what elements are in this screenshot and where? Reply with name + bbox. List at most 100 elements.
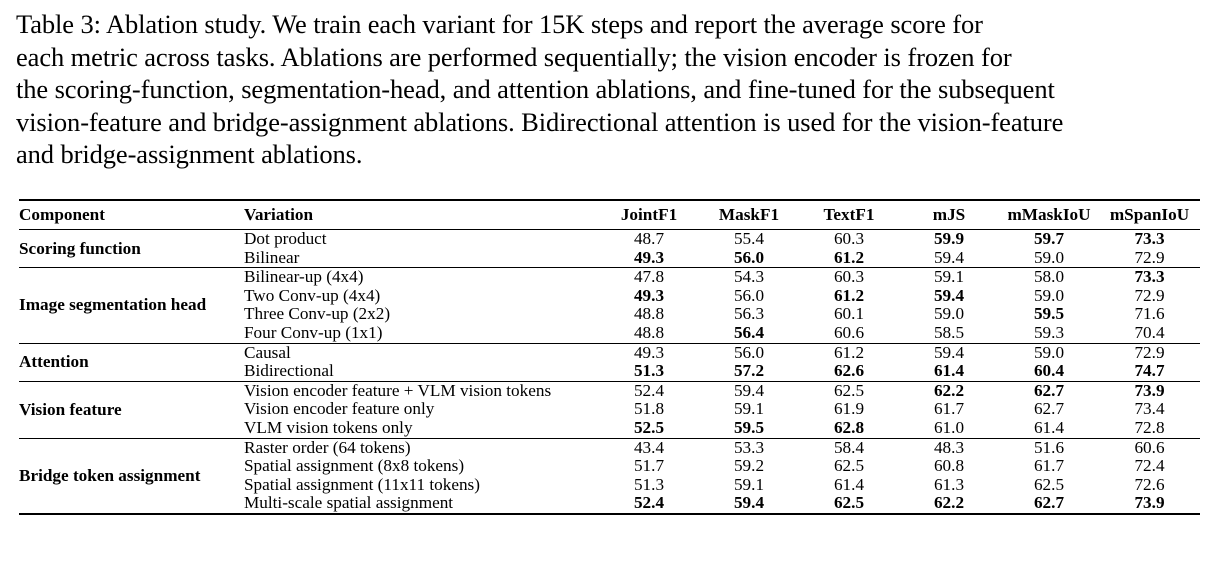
mspaniou-cell: 73.9 73.4 72.8 <box>1099 380 1200 439</box>
variation-cell: Causal Bidirectional <box>244 342 599 382</box>
header-mjs: mJS <box>899 199 999 230</box>
metric-value: 59.9 <box>933 229 965 248</box>
table-group: Scoring function Dot product Bilinear 48.7 4… <box>19 229 1200 269</box>
metric-value: 59.1 <box>733 399 765 419</box>
variation-label: Raster order (64 tokens) <box>244 437 411 457</box>
metric-value: 72.9 <box>1134 285 1165 305</box>
textf1-cell: 60.3 61.2 60.1 60.6 <box>799 267 899 344</box>
metric-value: 56.4 <box>733 322 765 342</box>
metric-value: 72.9 <box>1134 247 1165 267</box>
metric-value: 49.3 <box>633 285 665 305</box>
metric-value: 61.4 <box>833 474 865 494</box>
variation-label: VLM vision tokens only <box>244 417 413 437</box>
variation-label: Vision encoder feature only <box>244 399 435 419</box>
metric-value: 73.4 <box>1134 399 1165 419</box>
mspaniou-cell: 73.3 72.9 71.6 70.4 <box>1099 267 1200 344</box>
variation-cell: Bilinear-up (4x4) Two Conv-up (4x4) Three … <box>244 268 599 344</box>
metric-value: 59.5 <box>733 417 765 437</box>
caption-line: each metric across tasks. Ablations are … <box>16 41 1012 72</box>
metric-value: 59.3 <box>1033 322 1065 342</box>
mmaskiou-cell: 59.7 59.0 <box>999 229 1099 269</box>
metric-value: 60.3 <box>833 267 865 287</box>
metric-value: 60.4 <box>1033 361 1065 381</box>
metric-value: 51.7 <box>633 456 665 476</box>
metric-value: 51.6 <box>1033 437 1065 457</box>
metric-value: 61.3 <box>933 474 965 494</box>
mjs-cell: 59.4 61.4 <box>899 343 999 382</box>
metric-value: 61.7 <box>933 399 965 419</box>
variation-label: Dot product <box>244 229 327 248</box>
header-variation: Variation <box>244 199 599 230</box>
metric-value: 73.9 <box>1134 380 1165 400</box>
mmaskiou-cell: 51.6 61.7 62.5 62.7 <box>999 437 1099 515</box>
header-textf1: TextF1 <box>799 199 899 230</box>
caption-line: and bridge-assignment ablations. <box>16 139 363 170</box>
table-row: Scoring function Dot product Bilinear 48.7 4… <box>19 229 1200 269</box>
component-cell: Image segmentation head <box>19 267 244 344</box>
mjs-cell: 59.1 59.4 59.0 58.5 <box>899 268 999 344</box>
metric-value: 48.7 <box>633 229 665 248</box>
metric-value: 62.5 <box>833 380 865 400</box>
table-group: Attention Causal Bidirectional 49.3 51.3 56.0… <box>19 342 1200 382</box>
variation-cell: Dot product Bilinear <box>244 229 599 269</box>
metric-value: 59.7 <box>1033 229 1065 248</box>
metric-value: 48.8 <box>633 322 665 342</box>
ablation-table: Component Variation JointF1 MaskF1 TextF… <box>19 199 1200 515</box>
variation-cell: Raster order (64 tokens) Spatial assignme… <box>244 437 599 515</box>
metric-value: 52.5 <box>633 417 665 437</box>
metric-value: 59.4 <box>733 380 765 400</box>
jointf1-cell: 49.3 51.3 <box>599 343 699 382</box>
component-cell: Bridge token assignment <box>19 438 244 515</box>
metric-value: 62.5 <box>1033 474 1065 494</box>
mspaniou-cell: 73.3 72.9 <box>1099 229 1200 269</box>
variation-label: Bidirectional <box>244 361 334 381</box>
textf1-cell: 62.5 61.9 62.8 <box>799 380 899 439</box>
header-mmaskiou: mMaskIoU <box>999 199 1099 230</box>
metric-value: 52.4 <box>633 493 665 513</box>
maskf1-cell: 56.0 57.2 <box>699 343 799 382</box>
metric-value: 60.3 <box>833 229 865 248</box>
metric-value: 62.5 <box>833 456 865 476</box>
header-component: Component <box>19 199 244 230</box>
header-mspaniou: mSpanIoU <box>1099 199 1200 230</box>
metric-value: 59.0 <box>933 304 965 324</box>
metric-value: 48.3 <box>933 437 965 457</box>
metric-value: 62.7 <box>1033 493 1065 513</box>
caption-line: the scoring-function, segmentation-head,… <box>16 74 1055 105</box>
metric-value: 62.7 <box>1033 399 1065 419</box>
metric-value: 62.5 <box>833 493 865 513</box>
metric-value: 59.4 <box>733 493 765 513</box>
metric-value: 47.8 <box>633 267 665 287</box>
metric-value: 59.2 <box>733 456 765 476</box>
mspaniou-cell: 72.9 74.7 <box>1099 343 1200 382</box>
metric-value: 54.3 <box>733 267 765 287</box>
metric-value: 51.3 <box>633 474 665 494</box>
metric-value: 73.3 <box>1134 267 1165 287</box>
caption-line: vision-feature and bridge-assignment abl… <box>16 106 1064 137</box>
metric-value: 59.0 <box>1033 247 1065 267</box>
variation-label: Spatial assignment (8x8 tokens) <box>244 456 465 476</box>
metric-value: 70.4 <box>1134 322 1165 342</box>
textf1-cell: 58.4 62.5 61.4 62.5 <box>799 438 899 515</box>
caption-line: Table 3: Ablation study. We train each v… <box>16 9 983 39</box>
metric-value: 58.5 <box>933 322 965 342</box>
table-row: Attention Causal Bidirectional 49.3 51.3 56.0… <box>19 342 1200 382</box>
metric-value: 59.5 <box>1033 304 1065 324</box>
metric-value: 62.2 <box>933 380 965 400</box>
metric-value: 51.8 <box>633 399 665 419</box>
metric-value: 59.4 <box>933 247 965 267</box>
metric-value: 58.0 <box>1033 267 1065 287</box>
variation-label: Spatial assignment (11x11 tokens) <box>244 474 480 494</box>
metric-value: 48.8 <box>633 304 665 324</box>
metric-value: 60.8 <box>933 456 965 476</box>
header-jointf1: JointF1 <box>599 199 699 230</box>
table-row: Vision feature Vision encoder feature + V… <box>19 380 1200 439</box>
variation-label: Causal <box>244 342 291 362</box>
jointf1-cell: 43.4 51.7 51.3 52.4 <box>599 438 699 515</box>
metric-value: 51.3 <box>633 361 665 381</box>
metric-value: 61.9 <box>833 399 865 419</box>
mmaskiou-cell: 62.7 62.7 61.4 <box>999 380 1099 439</box>
variation-label: Vision encoder feature + VLM vision toke… <box>244 380 552 400</box>
metric-value: 62.7 <box>1033 380 1065 400</box>
textf1-cell: 61.2 62.6 <box>799 343 899 382</box>
